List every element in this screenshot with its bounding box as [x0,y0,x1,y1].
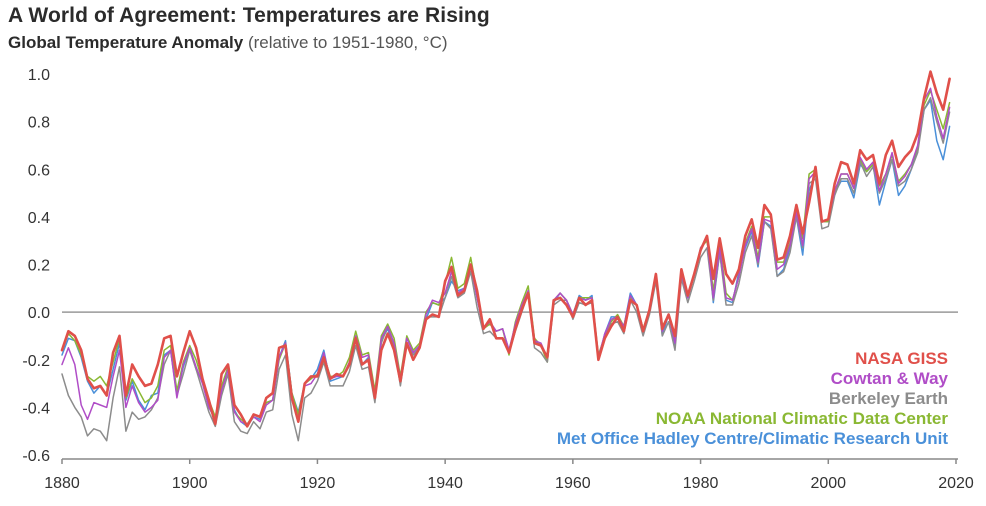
y-tick-label: -0.6 [22,448,50,465]
y-tick-label: 1.0 [28,67,50,84]
y-tick-label: -0.4 [22,400,50,417]
subtitle-main: Global Temperature Anomaly [8,33,244,52]
x-tick-label: 1940 [427,475,463,492]
x-tick-label: 2020 [938,475,974,492]
y-tick-label: 0.2 [28,258,50,275]
series-line-nasa-giss [60,70,951,428]
series-line-noaa-national-climatic-data-center [61,89,951,425]
x-tick-label: 1920 [300,475,336,492]
x-tick-label: 1980 [683,475,719,492]
series-line-berkeley-earth [61,97,951,442]
x-tick-label: 1900 [172,475,208,492]
y-tick-label: -0.2 [22,353,50,370]
chart-subtitle: Global Temperature Anomaly (relative to … [8,33,448,53]
legend-label-noaa-national-climatic-data-center: NOAA National Climatic Data Center [656,409,949,428]
series-line-cowtan-way [61,87,951,425]
series-line-met-office-hadley-centre-climatic-research-unit [61,99,951,428]
x-tick-label: 2000 [810,475,846,492]
axis-layer: -0.6 -0.4 -0.2 0.0 0.2 0.4 0.6 0.8 1.0 1880 1900 19… [22,67,973,492]
legend-label-berkeley-earth: Berkeley Earth [829,389,948,408]
y-tick-label: 0.8 [28,115,50,132]
y-tick-label: 0.6 [28,162,50,179]
y-tick-label: 0.4 [28,210,50,227]
x-tick-label: 1880 [44,475,80,492]
legend-label-met-office-hadley-centre-climatic-research-unit: Met Office Hadley Centre/Climatic Resear… [557,429,948,448]
y-tick-label: 0.0 [28,305,50,322]
subtitle-note: (relative to 1951-1980, °C) [247,33,448,52]
legend-label-nasa-giss: NASA GISS [855,349,948,368]
x-tick-label: 1960 [555,475,591,492]
legend-label-cowtan-way: Cowtan & Way [831,369,949,388]
lines-layer [60,70,951,442]
chart-title: A World of Agreement: Temperatures are R… [8,4,490,27]
